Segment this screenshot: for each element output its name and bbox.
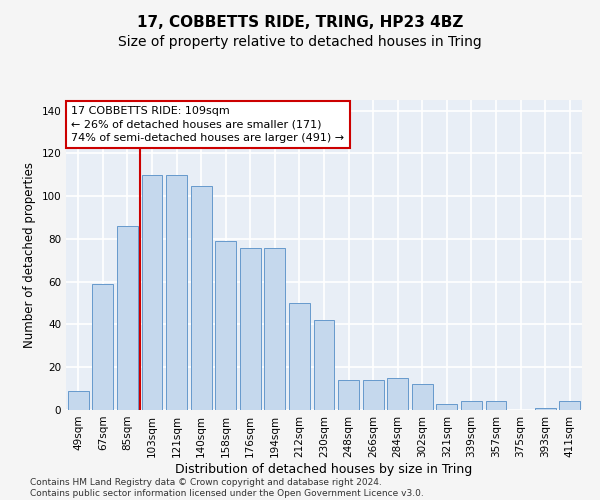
Bar <box>215 241 236 410</box>
Bar <box>387 378 408 410</box>
Text: Contains HM Land Registry data © Crown copyright and database right 2024.
Contai: Contains HM Land Registry data © Crown c… <box>30 478 424 498</box>
Bar <box>436 404 457 410</box>
Bar <box>338 380 359 410</box>
Bar <box>289 303 310 410</box>
Bar <box>485 402 506 410</box>
Bar <box>240 248 261 410</box>
Bar <box>142 175 163 410</box>
Bar <box>461 402 482 410</box>
Bar <box>559 402 580 410</box>
Bar <box>68 391 89 410</box>
Bar <box>314 320 334 410</box>
Bar <box>92 284 113 410</box>
Text: Size of property relative to detached houses in Tring: Size of property relative to detached ho… <box>118 35 482 49</box>
Bar <box>265 248 286 410</box>
Text: 17, COBBETTS RIDE, TRING, HP23 4BZ: 17, COBBETTS RIDE, TRING, HP23 4BZ <box>137 15 463 30</box>
Bar <box>535 408 556 410</box>
Text: 17 COBBETTS RIDE: 109sqm
← 26% of detached houses are smaller (171)
74% of semi-: 17 COBBETTS RIDE: 109sqm ← 26% of detach… <box>71 106 344 142</box>
X-axis label: Distribution of detached houses by size in Tring: Distribution of detached houses by size … <box>175 462 473 475</box>
Bar <box>191 186 212 410</box>
Y-axis label: Number of detached properties: Number of detached properties <box>23 162 36 348</box>
Bar <box>166 175 187 410</box>
Bar <box>412 384 433 410</box>
Bar <box>362 380 383 410</box>
Bar <box>117 226 138 410</box>
